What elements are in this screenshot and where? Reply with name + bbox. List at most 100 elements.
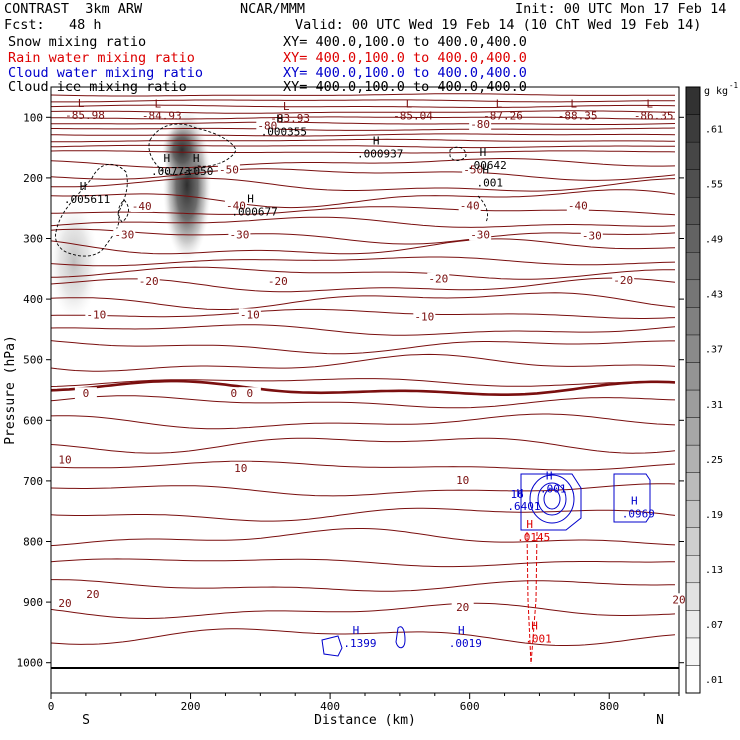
colorbar-cell — [685, 252, 701, 281]
colorbar-cell — [685, 637, 701, 666]
colorbar-unit-text: g kg — [704, 86, 728, 97]
temperature-label: -20 — [613, 274, 633, 287]
colorbar-cell — [685, 610, 701, 639]
temperature-label-bg — [229, 461, 252, 474]
high-marker: H — [631, 494, 638, 507]
temperature-label: -10 — [240, 308, 260, 321]
low-marker: L — [406, 98, 413, 111]
x-axis: 0 200 400 600 800 — [48, 693, 680, 713]
temperature-contour-line — [51, 256, 676, 267]
temperature-label-bg — [413, 310, 436, 323]
colorbar-cell — [685, 555, 701, 584]
colorbar-label: .55 — [705, 179, 723, 190]
high-value: .0969 — [622, 507, 655, 520]
temperature-label: -50 — [463, 164, 483, 177]
colorbar-label: .49 — [705, 235, 723, 246]
temperature-label-bg — [612, 273, 635, 286]
colorbar-cell — [685, 499, 701, 528]
temperature-contour-line — [51, 127, 676, 131]
colorbar-cell — [685, 196, 701, 225]
cloud-ice-contours — [55, 123, 489, 257]
colorbar-cell — [685, 444, 701, 473]
temperature-contour-line — [51, 158, 676, 169]
temperature-label: -20 — [268, 275, 288, 288]
low-value: -84.93 — [142, 110, 182, 123]
temperature-contour-line — [51, 189, 676, 209]
temperature-contour-line — [51, 144, 675, 149]
temperature-label: -40 — [226, 199, 246, 212]
high-value: .6401 — [507, 500, 540, 513]
temperature-label-bg — [130, 199, 153, 212]
colorbar-label: .13 — [705, 565, 723, 576]
colorbar-cell — [685, 665, 701, 694]
y-tick-label: 400 — [23, 293, 43, 306]
temperature-label: 10 — [58, 453, 71, 466]
temperature-label-bg — [462, 163, 485, 176]
high-marker: H — [546, 470, 553, 483]
high-marker: H — [531, 619, 538, 632]
colorbar-cell — [685, 307, 701, 336]
colorbar-cell — [685, 141, 701, 170]
high-value: .0145 — [517, 531, 550, 544]
colorbar-cell — [685, 279, 701, 308]
low-value: -85.04 — [393, 110, 433, 123]
temperature-label: -30 — [582, 230, 602, 243]
temperature-contour-line — [51, 177, 676, 192]
temperature-label-bg — [81, 587, 104, 600]
legend-rain-xy: XY= 400.0,100.0 to 400.0,400.0 — [283, 50, 527, 66]
high-value: .050 — [187, 165, 214, 178]
temperature-contour-line — [51, 121, 676, 125]
temperature-contour-line — [51, 437, 676, 454]
colorbar-cell — [685, 472, 701, 501]
high-value: .005611 — [64, 193, 110, 206]
legend-snow-xy: XY= 400.0,100.0 to 400.0,400.0 — [283, 34, 527, 50]
colorbar-label: .43 — [705, 290, 723, 301]
low-markers: L-85.98L-84.93L-83.93L-85.04L-87.26L-88.… — [65, 97, 673, 125]
temperature-contour-line — [51, 138, 675, 143]
temperature-contour-line — [51, 628, 676, 646]
temperature-label: 10 — [456, 474, 469, 487]
temperature-label: -40 — [568, 199, 588, 212]
temperature-contour-line — [51, 460, 676, 471]
colorbar-label: .25 — [705, 455, 723, 466]
low-marker: L — [570, 98, 577, 111]
temperature-label-bg — [451, 601, 474, 614]
temperature-label: -30 — [114, 228, 134, 241]
temperature-label-bg — [566, 199, 589, 212]
temperature-label-bg — [427, 272, 450, 285]
colorbar-cell — [685, 334, 701, 363]
cloud-water-contours — [321, 473, 651, 657]
temperature-label: 20 — [456, 601, 469, 614]
low-value: -83.93 — [270, 112, 310, 125]
temperature-label-bg — [228, 228, 251, 241]
low-marker: L — [496, 98, 503, 111]
x-axis-title: Distance (km) — [314, 713, 416, 728]
high-marker: H — [353, 624, 360, 637]
y-tick-label: 300 — [23, 233, 43, 246]
org-label: NCAR/MMM — [240, 1, 306, 17]
temperature-contour-line — [51, 379, 676, 396]
high-value: .001 — [540, 483, 567, 496]
init-time: Init: 00 UTC Mon 17 Feb 14 — [515, 1, 727, 17]
high-value: .000355 — [261, 126, 307, 139]
temperature-label-bg — [238, 387, 261, 400]
temperature-contour-line — [51, 602, 676, 620]
extra-label: 16 — [510, 488, 523, 501]
high-marker: H — [458, 624, 465, 637]
y-tick-label: 500 — [23, 354, 43, 367]
low-marker: L — [154, 98, 161, 111]
colorbar-label: .19 — [705, 510, 723, 521]
high-value: .000937 — [357, 147, 403, 160]
legend-snow-label: Snow mixing ratio — [8, 34, 147, 50]
colorbar-label: .07 — [705, 620, 723, 631]
high-value: .00642 — [467, 159, 507, 172]
forecast-hour: Fcst: 48 h — [4, 17, 102, 33]
colorbar-cell — [685, 417, 701, 446]
temperature-contour-line — [51, 116, 675, 120]
temperature-contour-line — [51, 558, 676, 568]
colorbar-cell — [685, 169, 701, 198]
temperature-contour-line — [51, 168, 676, 181]
temperature-label-bg — [266, 275, 289, 288]
